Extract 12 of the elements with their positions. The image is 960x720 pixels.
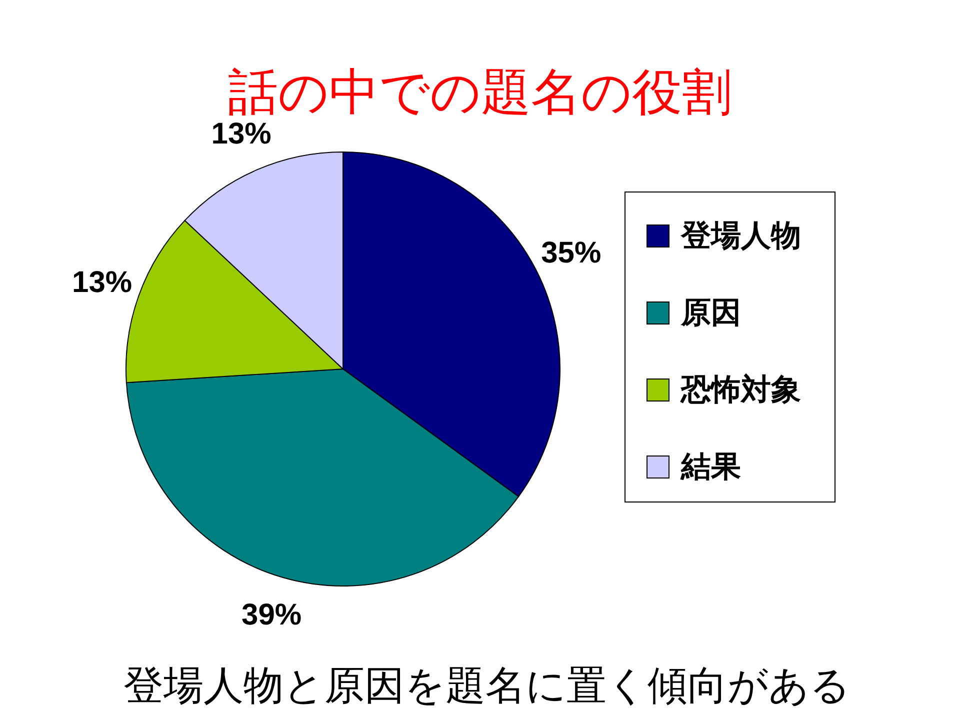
data-label: 39% (242, 598, 302, 632)
legend-label: 登場人物 (680, 220, 801, 252)
legend-label: 恐怖対象 (680, 372, 801, 406)
legend-label: 結果 (680, 450, 741, 484)
chart-title: 話の中での題名の役割 (228, 64, 732, 120)
pie-slice (184, 152, 344, 370)
data-label: 35% (541, 236, 602, 270)
legend-label: 原因 (680, 296, 741, 330)
pie-slice (126, 368, 520, 586)
data-label: 13% (72, 266, 132, 299)
data-label: 13% (211, 118, 272, 150)
text: 登場人物と原因を題名に置く傾向がある (124, 664, 850, 708)
